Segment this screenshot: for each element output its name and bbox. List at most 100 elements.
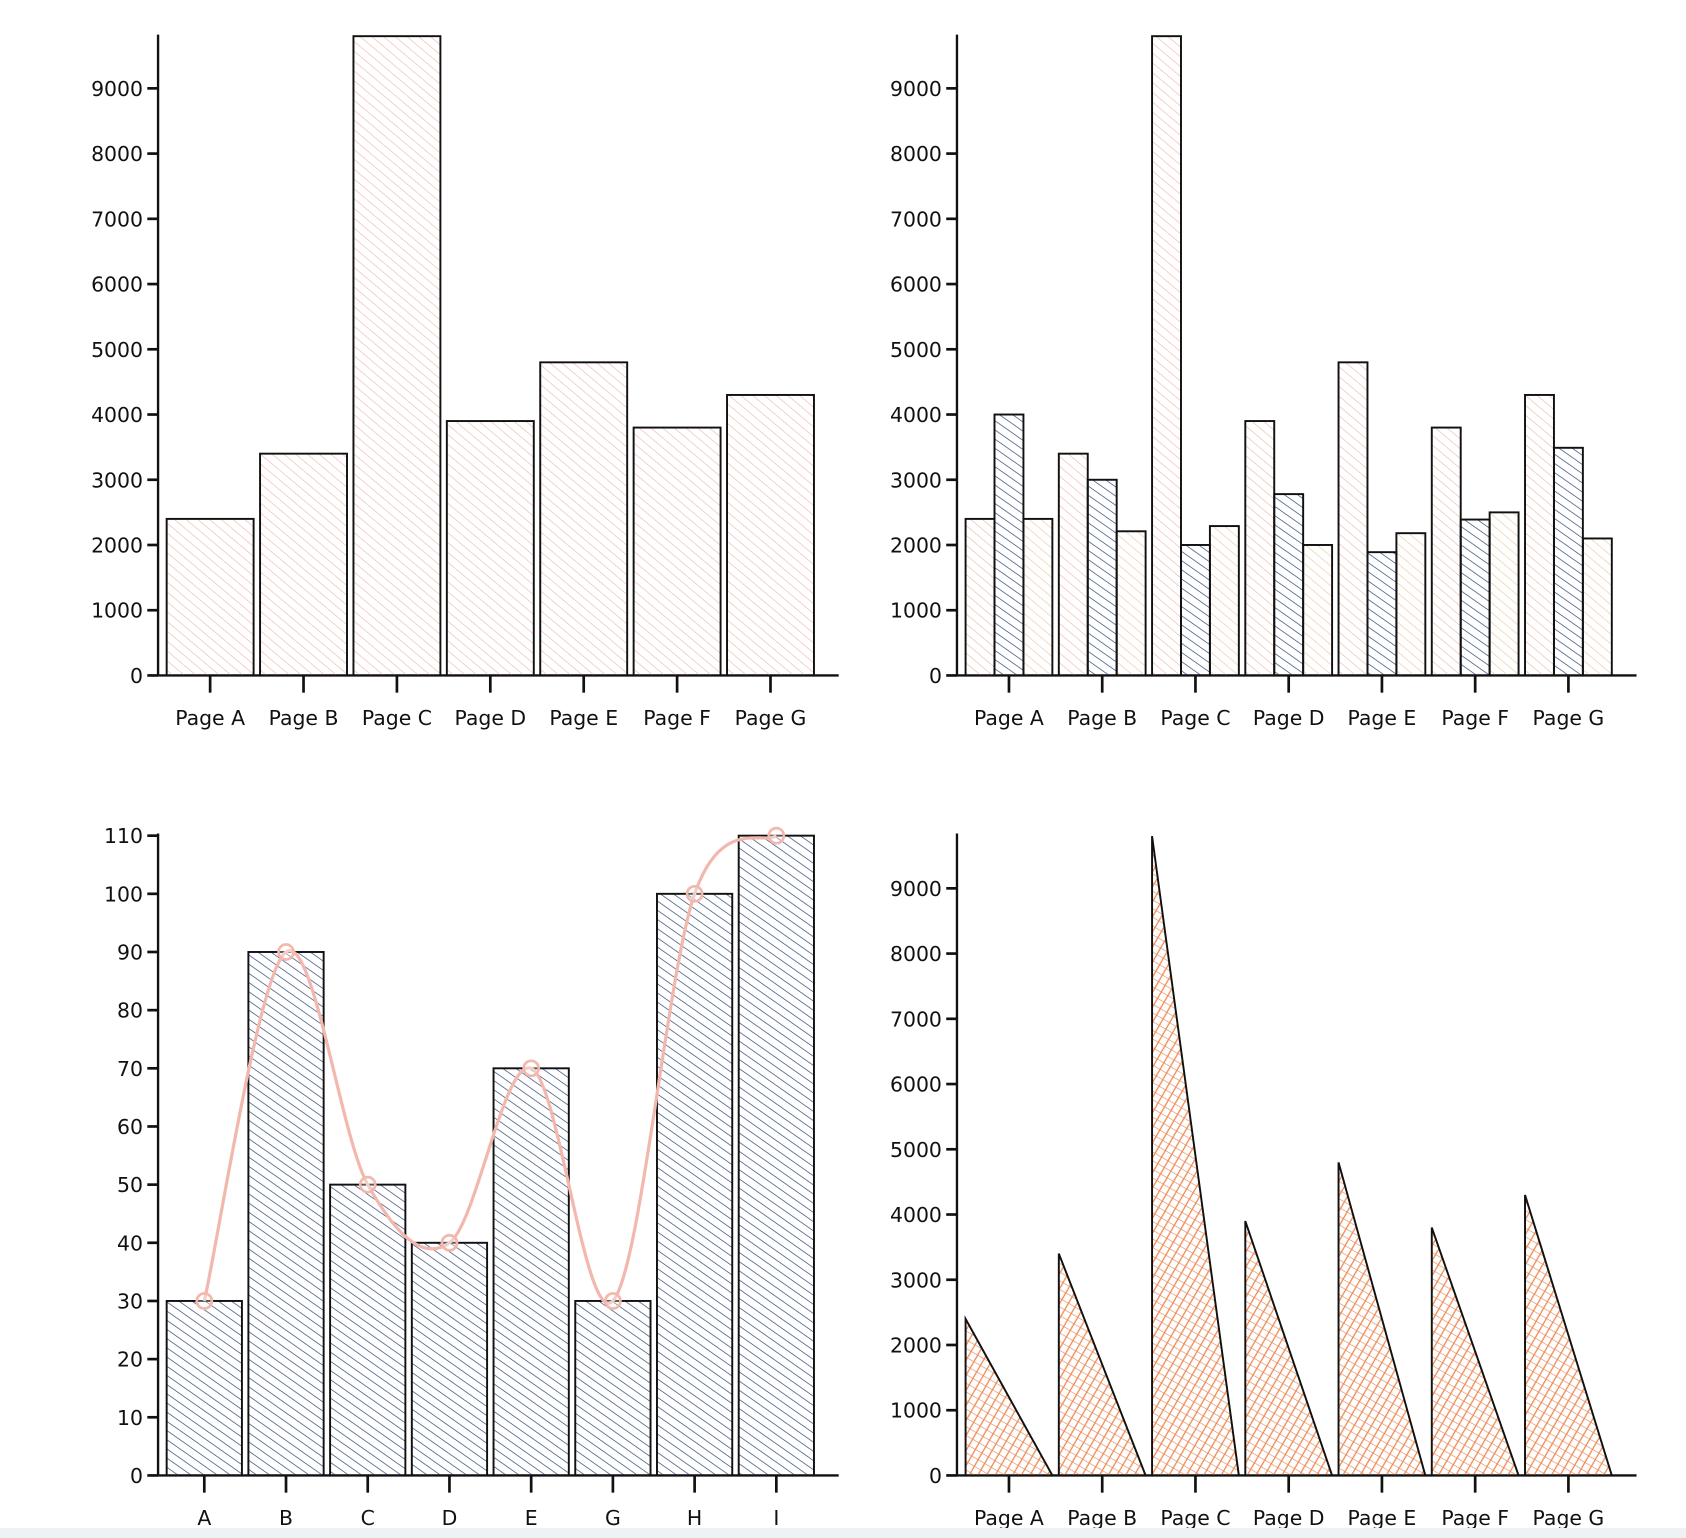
x-tick-label: Page D [1253, 706, 1325, 730]
y-tick-label: 9000 [91, 77, 143, 101]
bar-page-b [259, 452, 348, 677]
bar-page-f [1488, 511, 1520, 677]
bar-page-g [1581, 537, 1613, 677]
line-point-g [604, 1292, 622, 1310]
bar-page-a [165, 517, 255, 677]
triangle-bar-page-g [1524, 1194, 1614, 1477]
bar-page-b [1115, 530, 1147, 677]
y-tick-label: 5000 [890, 1138, 942, 1162]
bar-page-c [1180, 544, 1211, 677]
bottom-scrollbar-strip [0, 1528, 1686, 1538]
y-tick-label: 40 [117, 1231, 143, 1255]
triangle-bar-page-e [1337, 1162, 1427, 1477]
y-tick-label: 6000 [91, 273, 143, 297]
line-point-c [358, 1175, 377, 1194]
x-tick-label: Page F [1441, 706, 1509, 730]
y-tick-label: 1000 [890, 599, 942, 623]
line-point-b [277, 943, 295, 961]
x-tick-label: Page G [735, 706, 807, 730]
y-tick-label: 1000 [91, 599, 143, 623]
x-tick-label: Page E [1348, 1506, 1417, 1530]
y-tick-label: 110 [104, 824, 143, 848]
x-tick-label: Page A [974, 706, 1044, 730]
y-tick-label: 5000 [91, 338, 143, 362]
y-tick-label: 20 [117, 1348, 143, 1372]
bar-page-c [1208, 525, 1240, 677]
x-tick-label: Page A [974, 1506, 1044, 1530]
y-tick-label: 9000 [890, 877, 942, 901]
y-tick-label: 7000 [890, 1007, 942, 1031]
x-tick-label: A [197, 1506, 211, 1530]
bar-page-e [1337, 361, 1369, 677]
bar-page-f [1430, 426, 1462, 677]
line-point-a [195, 1292, 214, 1310]
x-tick-label: Page F [643, 706, 711, 730]
x-tick-label: G [605, 1506, 621, 1530]
bar-g [574, 1299, 652, 1477]
bar-b [247, 951, 325, 1477]
y-tick-label: 4000 [91, 403, 143, 427]
x-tick-label: Page C [1160, 706, 1230, 730]
y-tick-label: 1000 [890, 1399, 942, 1423]
x-tick-label: Page D [455, 706, 527, 730]
line-point-i [767, 826, 786, 845]
y-tick-label: 3000 [890, 468, 942, 492]
bar-page-e [1366, 551, 1398, 677]
line-point-d [440, 1233, 459, 1252]
chart-bottom-right: 0 1000 2000 3000 4000 5000 6000 7000 8000 9000 Pag… [890, 833, 1637, 1530]
y-tick-label: 3000 [91, 468, 143, 492]
chart-top-left: 0 1000 2000 3000 4000 5000 6000 7000 8000 9000 Pag… [91, 34, 839, 730]
bar-page-g [726, 393, 815, 677]
y-tick-label: 4000 [890, 1203, 942, 1227]
bar-h [656, 892, 734, 1477]
y-tick-label: 0 [929, 1464, 942, 1488]
bar-d [410, 1241, 489, 1477]
y-tick-label: 90 [117, 941, 143, 965]
bar-a [165, 1299, 243, 1477]
y-tick-label: 9000 [890, 77, 942, 101]
bar-page-a [964, 517, 996, 677]
y-tick-label: 10 [117, 1406, 143, 1430]
bar-page-e [1395, 532, 1427, 677]
y-tick-label: 6000 [890, 1073, 942, 1097]
x-tick-label: Page G [1533, 706, 1605, 730]
y-tick-label: 2000 [890, 534, 942, 558]
bar-page-g [1524, 393, 1555, 677]
bar-page-c [352, 35, 442, 677]
x-tick-label: B [279, 1506, 293, 1530]
y-tick-label: 70 [117, 1057, 143, 1081]
x-tick-label: Page B [1067, 706, 1137, 730]
x-tick-label: Page D [1253, 1506, 1325, 1530]
bar-c [329, 1183, 407, 1477]
x-tick-label: Page B [1067, 1506, 1137, 1530]
triangle-bar-page-c [1151, 836, 1240, 1477]
bar-page-a [1022, 517, 1054, 677]
y-tick-label: 2000 [890, 1334, 942, 1358]
bar-e [492, 1067, 570, 1477]
y-tick-label: 2000 [91, 534, 143, 558]
y-tick-label: 100 [104, 882, 143, 906]
bar-page-a [993, 413, 1025, 677]
triangle-bar-page-f [1430, 1227, 1520, 1477]
y-tick-label: 0 [130, 1464, 143, 1488]
bar-page-d [445, 420, 535, 677]
chart-top-right: 0 1000 2000 3000 4000 5000 6000 7000 8000 9000 Pag… [890, 34, 1637, 730]
y-tick-label: 0 [130, 664, 143, 688]
bar-page-g [1552, 446, 1584, 677]
x-tick-label: I [773, 1506, 779, 1530]
y-tick-label: 5000 [890, 338, 942, 362]
y-tick-label: 50 [117, 1173, 143, 1197]
bar-page-d [1244, 420, 1276, 677]
x-tick-label: Page A [175, 706, 245, 730]
bar-page-d [1302, 544, 1334, 677]
line-point-e [522, 1059, 541, 1078]
x-tick-label: Page E [1348, 706, 1417, 730]
y-tick-label: 80 [117, 999, 143, 1023]
x-tick-label: C [361, 1506, 375, 1530]
y-tick-label: 4000 [890, 403, 942, 427]
bar-page-f [632, 426, 722, 677]
x-tick-label: D [442, 1506, 458, 1530]
x-tick-label: Page E [549, 706, 618, 730]
bar-page-b [1057, 452, 1089, 677]
